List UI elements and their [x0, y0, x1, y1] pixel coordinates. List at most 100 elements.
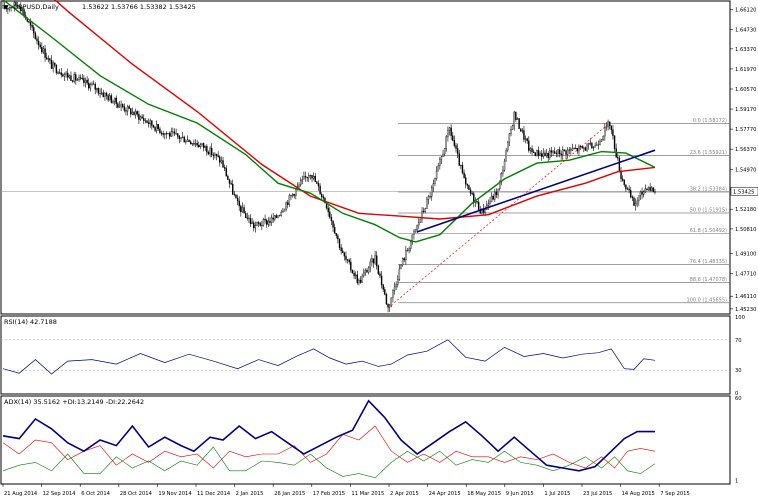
- candle-body: [65, 72, 67, 75]
- candle-body: [287, 202, 289, 205]
- candle-body: [563, 149, 566, 151]
- candle-body: [363, 272, 365, 277]
- candle-body: [207, 152, 210, 155]
- candle-body: [447, 130, 449, 137]
- candle-body: [406, 250, 409, 252]
- price-axis-label: 1.52180: [735, 207, 756, 213]
- candle-body: [76, 79, 79, 81]
- candle-body: [217, 155, 219, 158]
- minus-di-line: [2, 425, 656, 469]
- candle-body: [437, 165, 439, 172]
- candle-body: [219, 156, 221, 163]
- candle-body: [503, 160, 506, 171]
- candle-body: [330, 217, 333, 222]
- candle-body: [565, 150, 567, 155]
- candle-body: [654, 191, 656, 193]
- candle-body: [536, 149, 538, 157]
- candle-body: [463, 172, 465, 178]
- candle-body: [130, 108, 132, 115]
- candle-body: [49, 58, 51, 61]
- candle-body: [465, 177, 467, 185]
- candle-body: [110, 95, 113, 103]
- rsi-line: [2, 339, 656, 375]
- candle-body: [149, 120, 151, 125]
- candle-body: [481, 208, 483, 214]
- candle-body: [143, 118, 145, 121]
- candle-body: [369, 261, 371, 269]
- candle-body: [329, 211, 331, 218]
- candle-body: [233, 193, 236, 195]
- candle-body: [405, 250, 407, 261]
- candle-body: [634, 202, 637, 206]
- candle-body: [39, 44, 41, 48]
- time-axis-label: 12 Sep 2014: [43, 491, 77, 497]
- rsi-axis-label: 70: [735, 338, 742, 344]
- candle-body: [96, 88, 98, 90]
- fib-level-label: 61.8 (1.50492): [690, 228, 727, 234]
- candle-body: [429, 196, 431, 198]
- candle-body: [249, 218, 252, 224]
- candle-body: [489, 201, 491, 204]
- candle-body: [600, 139, 603, 142]
- candle-body: [625, 184, 627, 189]
- candle-body: [450, 127, 452, 137]
- symbol-dropdown-icon[interactable]: ▼: [4, 4, 9, 11]
- time-axis-label: 7 Sep 2015: [660, 491, 690, 497]
- candle-body: [152, 125, 155, 128]
- candle-body: [104, 93, 106, 97]
- candle-body: [288, 195, 291, 205]
- current-price-tag: [730, 187, 758, 196]
- candle-body: [652, 187, 655, 193]
- candle-body: [97, 88, 100, 94]
- axis-layer: 1.66120 1.64730 1.63370 1.61970 1.60570 1.591…: [2, 7, 758, 497]
- candle-body: [591, 142, 593, 149]
- rsi-panel: [0, 315, 731, 395]
- time-axis-label: 23 Jul 2015: [583, 491, 612, 497]
- candle-body: [86, 79, 88, 84]
- candle-body: [594, 145, 596, 148]
- candle-body: [282, 210, 284, 213]
- candle-body: [516, 118, 519, 120]
- candle-body: [54, 62, 56, 66]
- candle-body: [138, 113, 140, 120]
- candle-body: [452, 135, 454, 141]
- candle-body: [434, 178, 436, 184]
- candle-body: [236, 197, 239, 202]
- candle-body: [57, 72, 59, 74]
- price-axis-label: 1.59170: [735, 107, 756, 113]
- green-moving-average-line: [2, 0, 656, 243]
- candle-body: [175, 133, 177, 135]
- time-axis-label: 21 Aug 2014: [4, 491, 38, 497]
- candle-body: [495, 191, 498, 196]
- candle-body: [403, 258, 405, 261]
- candle-body: [312, 176, 315, 179]
- candle-body: [372, 258, 375, 264]
- candle-body: [266, 219, 268, 225]
- candle-body: [78, 77, 80, 81]
- candle-body: [443, 148, 446, 155]
- candle-body: [537, 149, 540, 156]
- candle-body: [599, 141, 601, 145]
- candle-body: [105, 93, 108, 96]
- candle-body: [180, 137, 182, 139]
- candle-body: [162, 133, 164, 135]
- candle-body: [211, 147, 213, 156]
- candle-body: [617, 156, 619, 159]
- rsi-layer: [1, 339, 729, 375]
- candle-body: [10, 7, 12, 9]
- candle-body: [337, 235, 339, 240]
- candle-body: [206, 145, 208, 153]
- candle-body: [181, 136, 184, 138]
- candle-body: [269, 220, 271, 223]
- candle-body: [295, 188, 297, 196]
- candle-body: [131, 111, 134, 115]
- candle-body: [13, 2, 16, 8]
- candle-body: [278, 215, 281, 217]
- fib-level-label: 76.4 (1.48335): [690, 259, 727, 265]
- candle-body: [235, 194, 237, 199]
- candle-body: [196, 143, 198, 146]
- candle-body: [254, 225, 257, 229]
- candle-body: [79, 77, 82, 79]
